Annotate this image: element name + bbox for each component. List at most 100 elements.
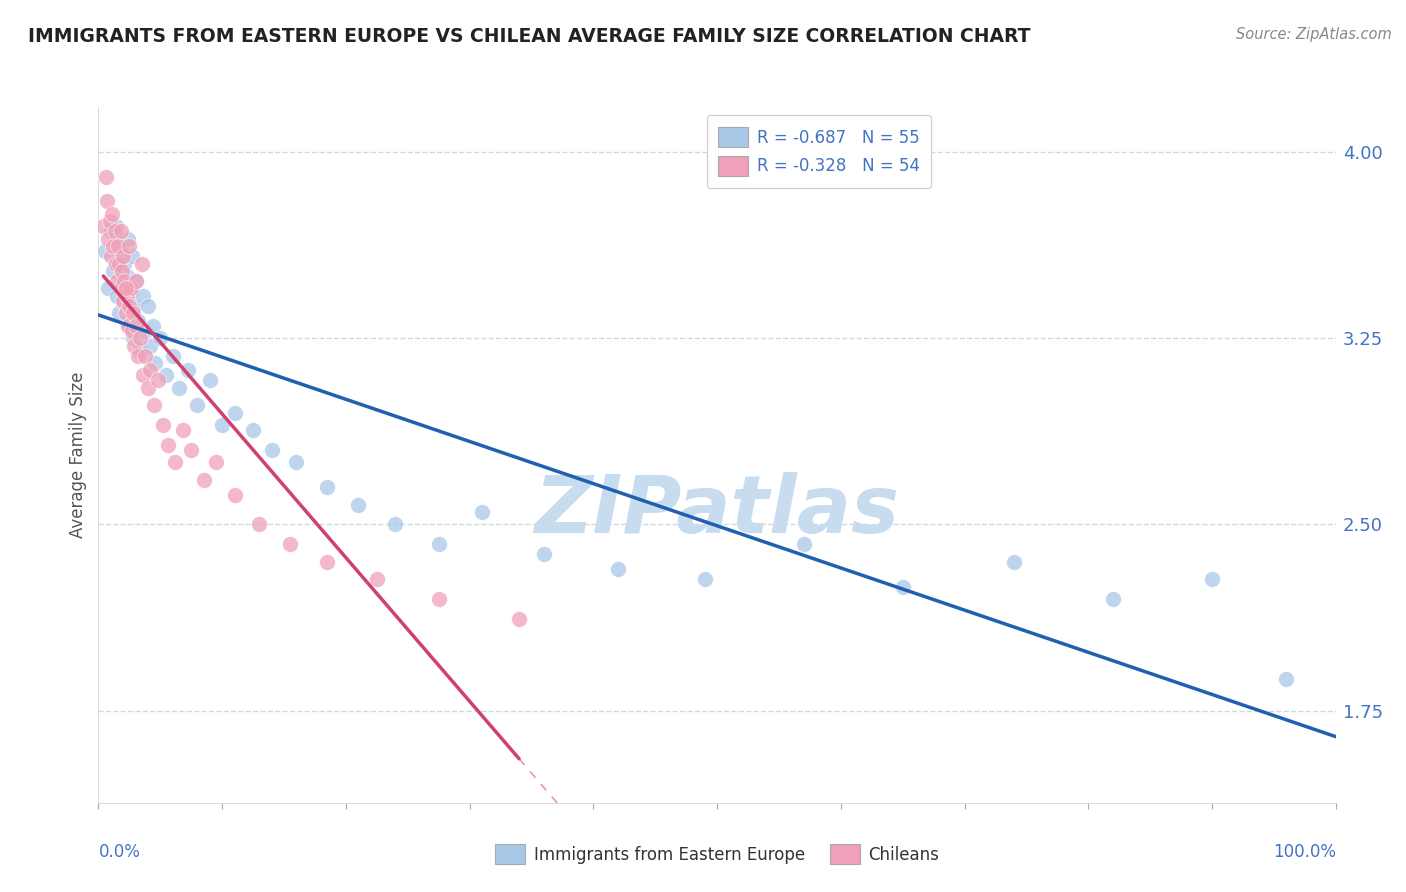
Point xyxy=(891,580,914,594)
Point xyxy=(117,232,139,246)
Point xyxy=(285,455,308,469)
Point xyxy=(508,612,530,626)
Text: IMMIGRANTS FROM EASTERN EUROPE VS CHILEAN AVERAGE FAMILY SIZE CORRELATION CHART: IMMIGRANTS FROM EASTERN EUROPE VS CHILEA… xyxy=(28,27,1031,45)
Point xyxy=(124,299,146,313)
Point xyxy=(120,284,142,298)
Point xyxy=(427,592,450,607)
Point xyxy=(132,289,155,303)
Legend: Immigrants from Eastern Europe, Chileans: Immigrants from Eastern Europe, Chileans xyxy=(485,834,949,874)
Point xyxy=(124,338,146,352)
Point xyxy=(260,442,283,457)
Point xyxy=(124,318,146,333)
Point xyxy=(110,224,132,238)
Point xyxy=(136,299,159,313)
Point xyxy=(139,363,162,377)
Point xyxy=(142,318,165,333)
Point xyxy=(162,349,184,363)
Point xyxy=(110,239,132,253)
Point xyxy=(149,331,172,345)
Point xyxy=(122,331,145,345)
Point xyxy=(131,257,153,271)
Point xyxy=(93,244,115,259)
Point xyxy=(105,289,128,303)
Text: Source: ZipAtlas.com: Source: ZipAtlas.com xyxy=(1236,27,1392,42)
Point xyxy=(347,498,370,512)
Point xyxy=(129,331,152,345)
Point xyxy=(143,356,166,370)
Point xyxy=(118,318,141,333)
Point xyxy=(143,398,166,412)
Point xyxy=(104,219,127,234)
Point xyxy=(112,293,135,308)
Point xyxy=(107,239,129,253)
Point xyxy=(115,289,138,303)
Point xyxy=(224,406,246,420)
Point xyxy=(93,219,115,234)
Point xyxy=(112,274,135,288)
Y-axis label: Average Family Size: Average Family Size xyxy=(69,372,87,538)
Point xyxy=(471,505,494,519)
Point xyxy=(97,232,120,246)
Point xyxy=(242,423,264,437)
Text: ZIPatlas: ZIPatlas xyxy=(534,472,900,549)
Point xyxy=(114,281,136,295)
Point xyxy=(278,537,301,551)
Point xyxy=(247,517,270,532)
Point xyxy=(124,274,146,288)
Point xyxy=(121,249,143,263)
Point xyxy=(205,455,228,469)
Point xyxy=(103,224,125,238)
Point xyxy=(103,239,125,253)
Point xyxy=(114,306,136,320)
Point xyxy=(172,423,194,437)
Point xyxy=(111,264,134,278)
Point xyxy=(94,169,117,184)
Point xyxy=(316,555,339,569)
Point xyxy=(1201,572,1223,586)
Point xyxy=(101,207,124,221)
Point xyxy=(176,363,198,377)
Point xyxy=(693,572,716,586)
Point xyxy=(152,418,174,433)
Point xyxy=(165,455,187,469)
Point xyxy=(111,274,134,288)
Point xyxy=(1275,672,1298,686)
Point xyxy=(97,281,120,295)
Point xyxy=(155,368,177,383)
Point xyxy=(193,473,215,487)
Point xyxy=(105,274,128,288)
Point xyxy=(139,338,162,352)
Point xyxy=(136,381,159,395)
Point xyxy=(122,306,145,320)
Point xyxy=(146,373,169,387)
Point xyxy=(115,268,138,283)
Point xyxy=(366,572,388,586)
Point xyxy=(167,381,190,395)
Point xyxy=(107,249,129,263)
Point xyxy=(112,257,135,271)
Point xyxy=(211,418,233,433)
Point xyxy=(427,537,450,551)
Point xyxy=(108,306,131,320)
Point xyxy=(96,194,118,209)
Point xyxy=(129,343,152,358)
Point xyxy=(180,442,202,457)
Point xyxy=(98,214,121,228)
Point xyxy=(127,314,149,328)
Point xyxy=(118,299,141,313)
Point xyxy=(110,281,132,295)
Point xyxy=(384,517,406,532)
Point xyxy=(533,547,555,561)
Point xyxy=(186,398,208,412)
Point xyxy=(104,257,127,271)
Point xyxy=(1002,555,1025,569)
Point xyxy=(316,480,339,494)
Point xyxy=(124,274,146,288)
Point xyxy=(117,318,139,333)
Point xyxy=(112,293,135,308)
Point xyxy=(132,368,155,383)
Point xyxy=(120,281,142,295)
Point xyxy=(134,349,156,363)
Point xyxy=(100,249,122,263)
Point xyxy=(1102,592,1125,607)
